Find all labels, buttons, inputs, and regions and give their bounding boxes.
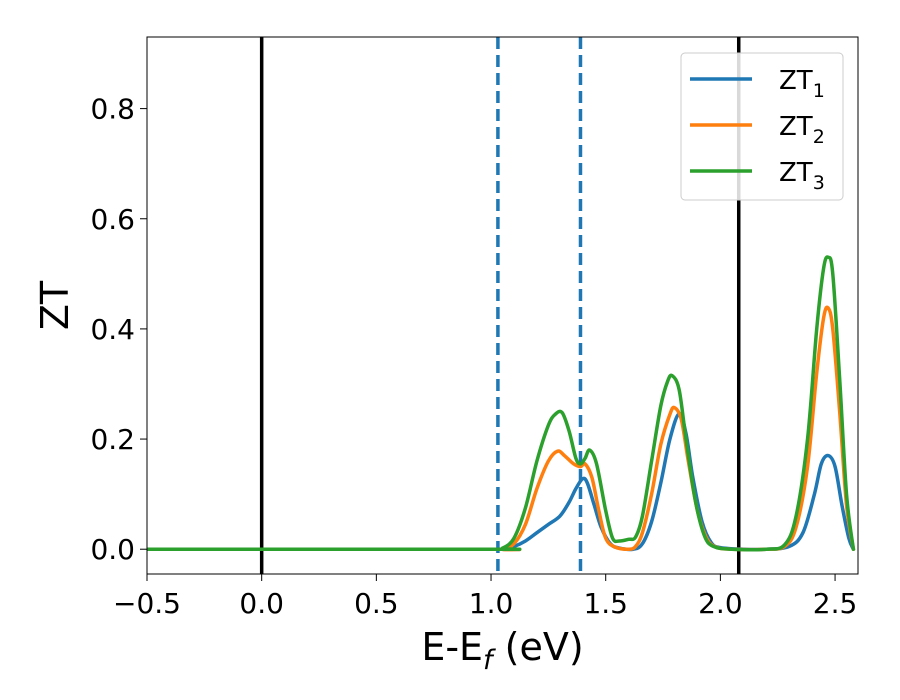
legend-label-zt2: ZT2 — [779, 112, 825, 148]
series-line-zt3 — [147, 255, 856, 552]
x-tick-label: 1.0 — [469, 587, 514, 620]
series-line-zt2 — [147, 305, 856, 552]
x-tick-label: 2.0 — [698, 587, 743, 620]
y-axis-title: ZT — [33, 280, 77, 330]
series-line-zt1 — [147, 411, 856, 552]
y-tick-label: 0.2 — [90, 423, 135, 456]
x-tick-label: 2.5 — [813, 587, 858, 620]
x-tick-label: 1.5 — [583, 587, 628, 620]
legend-label-zt3: ZT3 — [779, 158, 825, 194]
x-tick-label: 0.5 — [354, 587, 399, 620]
plot-frame — [146, 36, 859, 575]
legend-box — [680, 52, 844, 201]
y-tick-label: 0.8 — [90, 93, 135, 126]
x-tick-label: −0.5 — [113, 587, 181, 620]
y-tick-label: 0.4 — [90, 313, 135, 346]
y-tick-label: 0.6 — [90, 203, 135, 236]
x-tick-label: 0.0 — [239, 587, 284, 620]
x-axis-title: E-Ef (eV) — [421, 625, 583, 676]
y-tick-label: 0.0 — [90, 533, 135, 566]
legend-label-zt1: ZT1 — [779, 66, 825, 102]
